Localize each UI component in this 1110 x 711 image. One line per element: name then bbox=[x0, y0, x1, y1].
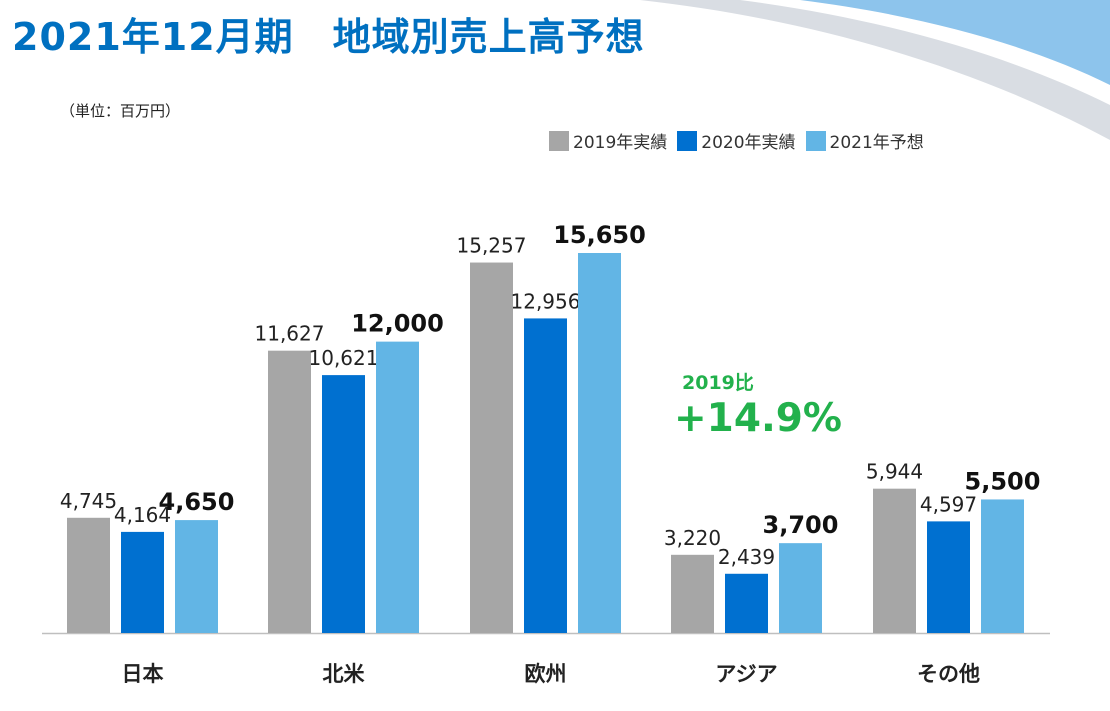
value-label-2021-0: 4,650 bbox=[159, 488, 235, 516]
legend-label-2021: 2021年予想 bbox=[829, 133, 924, 153]
legend-item-2021: 2021年予想 bbox=[805, 128, 924, 153]
annotation-subtitle: 2019比 bbox=[682, 372, 754, 394]
value-label-2020-3: 2,439 bbox=[718, 545, 775, 569]
value-label-2020-0: 4,164 bbox=[114, 503, 171, 527]
value-label-2020-2: 12,956 bbox=[511, 289, 581, 313]
legend-swatch-2019 bbox=[549, 130, 569, 151]
category-label-0: 日本 bbox=[122, 662, 164, 686]
value-label-2019-2: 15,257 bbox=[457, 234, 527, 258]
value-label-2021-4: 5,500 bbox=[965, 467, 1041, 495]
bar-2019-4 bbox=[873, 488, 916, 633]
value-label-2019-4: 5,944 bbox=[866, 460, 923, 484]
bar-2020-2 bbox=[524, 318, 567, 633]
value-label-2020-4: 4,597 bbox=[920, 492, 977, 516]
value-label-2021-1: 12,000 bbox=[351, 310, 444, 338]
bar-2019-0 bbox=[67, 517, 110, 633]
page-title: 2021年12月期 地域別売上高予想 bbox=[12, 15, 645, 59]
annotation-growth-value: +14.9% bbox=[674, 396, 842, 441]
legend-swatch-2020 bbox=[677, 130, 698, 151]
bar-2021-4 bbox=[981, 499, 1024, 633]
legend-swatch-2021 bbox=[805, 130, 826, 151]
legend-item-2019: 2019年実績 bbox=[549, 128, 667, 153]
category-label-2: 欧州 bbox=[525, 662, 567, 686]
bar-2021-3 bbox=[779, 543, 822, 633]
legend-label-2019: 2019年実績 bbox=[573, 133, 668, 153]
chart-legend: 2019年実績 2020年実績 2021年予想 bbox=[549, 128, 934, 153]
value-label-2020-1: 10,621 bbox=[309, 346, 379, 370]
value-label-2019-1: 11,627 bbox=[255, 322, 325, 346]
unit-label: （単位：百万円） bbox=[60, 102, 181, 120]
bar-2019-3 bbox=[671, 554, 714, 633]
value-label-2021-3: 3,700 bbox=[763, 511, 839, 539]
bar-2020-4 bbox=[927, 521, 970, 633]
value-label-2019-3: 3,220 bbox=[664, 526, 721, 550]
bar-2021-0 bbox=[175, 520, 218, 633]
category-label-4: その他 bbox=[917, 662, 980, 686]
bar-2020-3 bbox=[725, 573, 768, 633]
bar-2019-2 bbox=[470, 262, 513, 633]
legend-item-2020: 2020年実績 bbox=[677, 128, 796, 153]
legend-label-2020: 2020年実績 bbox=[701, 133, 796, 153]
bar-2019-1 bbox=[268, 350, 311, 633]
bar-2021-1 bbox=[376, 341, 419, 633]
category-label-3: アジア bbox=[715, 662, 777, 686]
bar-2020-0 bbox=[121, 531, 164, 633]
category-label-1: 北米 bbox=[323, 662, 366, 686]
value-label-2019-0: 4,745 bbox=[60, 489, 117, 513]
bar-2020-1 bbox=[322, 375, 365, 633]
bar-2021-2 bbox=[578, 253, 621, 633]
value-label-2021-2: 15,650 bbox=[553, 221, 646, 249]
